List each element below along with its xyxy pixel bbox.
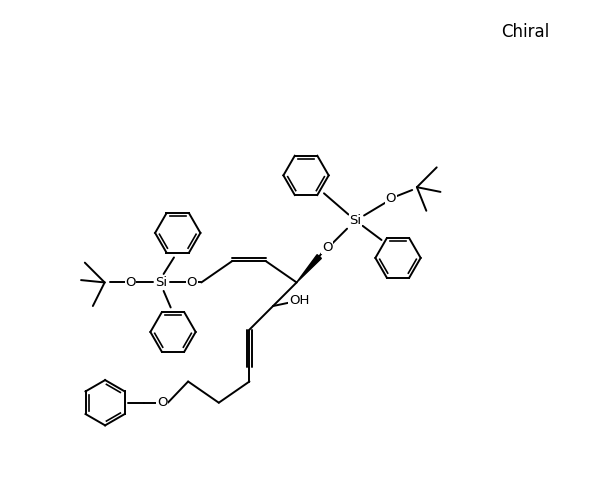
Text: O: O — [157, 396, 167, 409]
Text: Si: Si — [349, 214, 362, 227]
Text: O: O — [187, 276, 197, 289]
Text: O: O — [386, 192, 396, 205]
Text: Si: Si — [155, 276, 167, 289]
Text: Chiral: Chiral — [501, 24, 549, 41]
Text: OH: OH — [289, 294, 309, 307]
Polygon shape — [297, 255, 321, 282]
Text: O: O — [125, 276, 136, 289]
Text: O: O — [322, 240, 333, 253]
